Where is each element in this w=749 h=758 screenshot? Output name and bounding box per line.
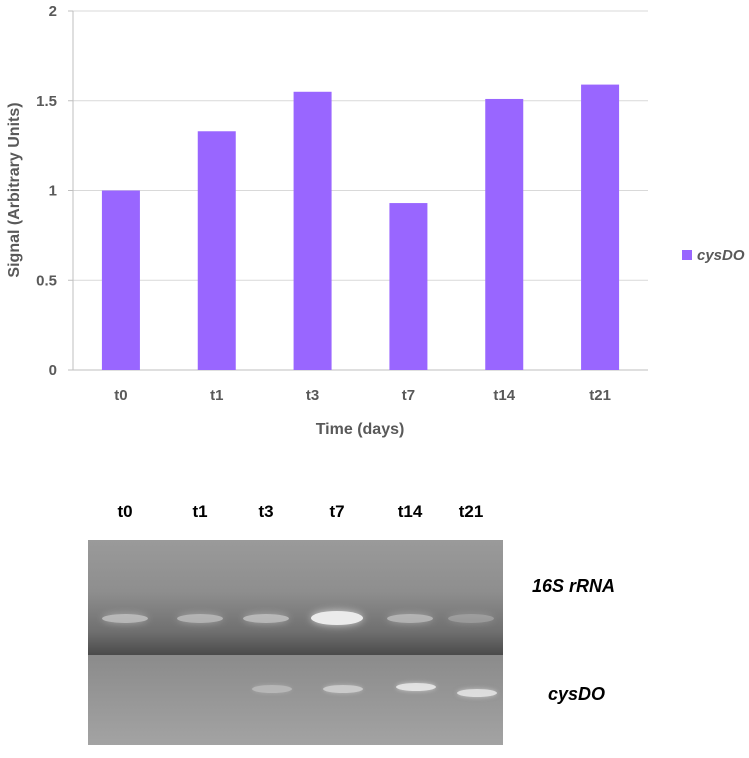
gel-label-cysdo: cysDO	[548, 684, 606, 704]
bar-t14	[485, 98, 524, 370]
gel-image-panel: t0 t1 t3 t7 t14 t21 16S rRNA cysDO	[0, 490, 749, 758]
bar-t7	[389, 203, 428, 370]
x-axis-title: Time (days)	[316, 421, 405, 438]
legend-swatch	[682, 250, 692, 260]
gel-band-16s-t21	[448, 614, 494, 623]
bar-chart: 0 0.5 1 1.5 2 t0 t1 t3 t7 t14 t21 Time (days) Sig…	[6, 3, 745, 438]
gel-lane-label-t14: t14	[397, 502, 423, 521]
y-tick-label: 1	[49, 183, 57, 200]
gel-band-cysdo-t3	[252, 685, 292, 693]
bar-t3	[293, 91, 332, 371]
gel-lane-label-t7: t7	[329, 502, 345, 521]
gel-band-16s-t0	[102, 614, 148, 623]
x-tick-label-t0: t0	[114, 387, 127, 404]
y-axis-title: Signal (Arbitrary Units)	[6, 102, 23, 277]
legend-label: cysDO	[697, 247, 745, 264]
gel-lane-label-t21: t21	[458, 502, 484, 521]
gel-band-16s-t14	[387, 614, 433, 623]
x-tick-label-t21: t21	[589, 387, 611, 404]
gel-label-16s-rrna: 16S rRNA	[532, 576, 616, 596]
legend: cysDO	[682, 247, 745, 264]
x-tick-labels: t0 t1 t3 t7 t14 t21	[114, 387, 611, 404]
y-tick-label: 0.5	[36, 272, 57, 289]
gel-lane-label-t1: t1	[192, 502, 208, 521]
y-tick-labels: 0 0.5 1 1.5 2	[36, 3, 73, 379]
bars	[101, 84, 620, 371]
x-tick-label-t1: t1	[210, 387, 223, 404]
gel-lane-label-t0: t0	[117, 502, 133, 521]
x-tick-label-t3: t3	[306, 387, 319, 404]
bar-t0	[101, 190, 140, 370]
gel-band-cysdo-t14	[396, 683, 436, 691]
gel-lane-label-t3: t3	[258, 502, 274, 521]
bar-t21	[581, 84, 620, 370]
gel-band-16s-t3	[243, 614, 289, 623]
gel-band-cysdo-t21	[457, 689, 497, 697]
y-tick-label: 2	[49, 3, 57, 20]
x-tick-label-t14: t14	[493, 387, 515, 404]
gel-band-cysdo-t7	[323, 685, 363, 693]
gel-bottom-panel-cysdo	[88, 655, 503, 745]
gridlines	[73, 10, 648, 281]
bar-t1	[197, 131, 236, 370]
gel-top-panel-16s	[88, 540, 503, 655]
gel-band-16s-t7	[311, 611, 363, 625]
y-tick-label: 1.5	[36, 93, 57, 110]
y-tick-label: 0	[49, 362, 57, 379]
x-tick-label-t7: t7	[402, 387, 415, 404]
gel-band-16s-t1	[177, 614, 223, 623]
